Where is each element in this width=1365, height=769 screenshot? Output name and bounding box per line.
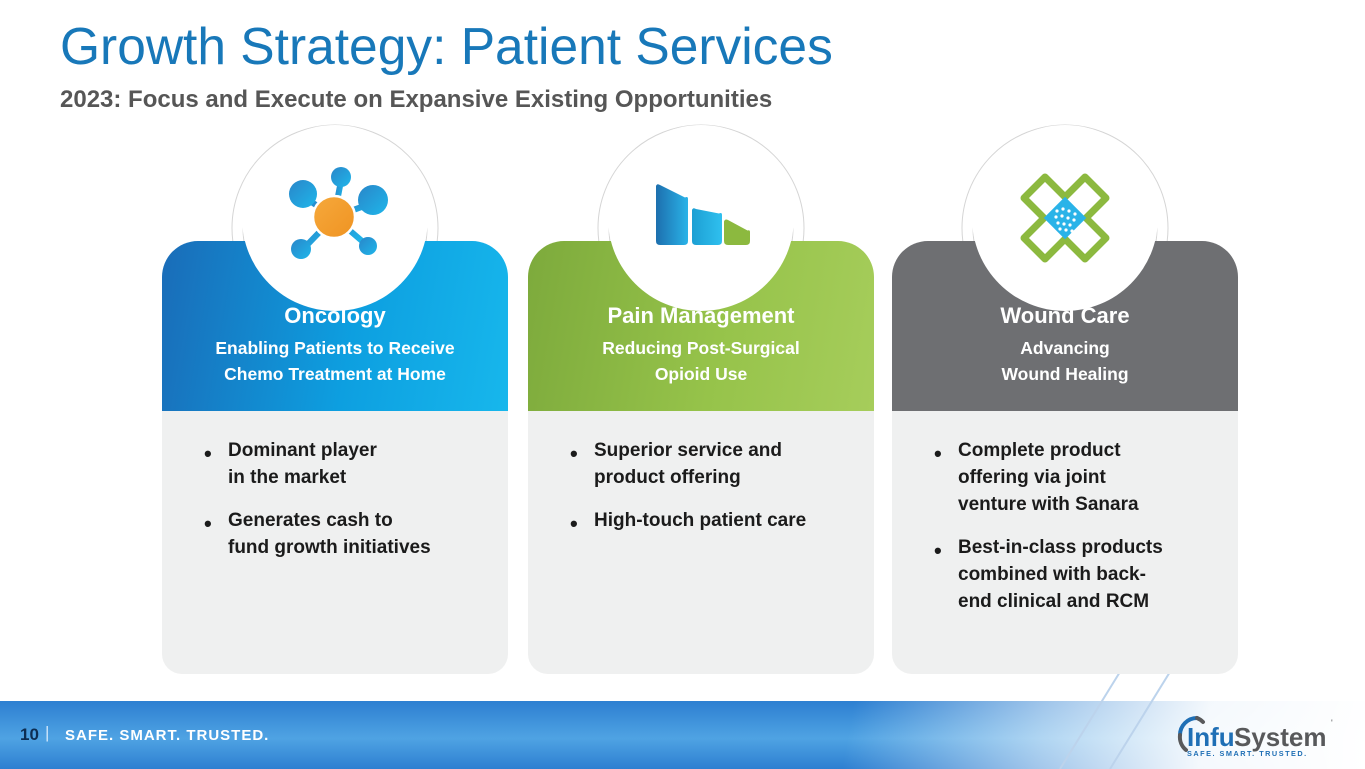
- svg-text:Infu: Infu: [1187, 722, 1235, 752]
- svg-text:SAFE. SMART. TRUSTED.: SAFE. SMART. TRUSTED.: [1187, 749, 1308, 758]
- svg-text:': ': [1331, 718, 1333, 728]
- svg-text:System: System: [1234, 722, 1327, 752]
